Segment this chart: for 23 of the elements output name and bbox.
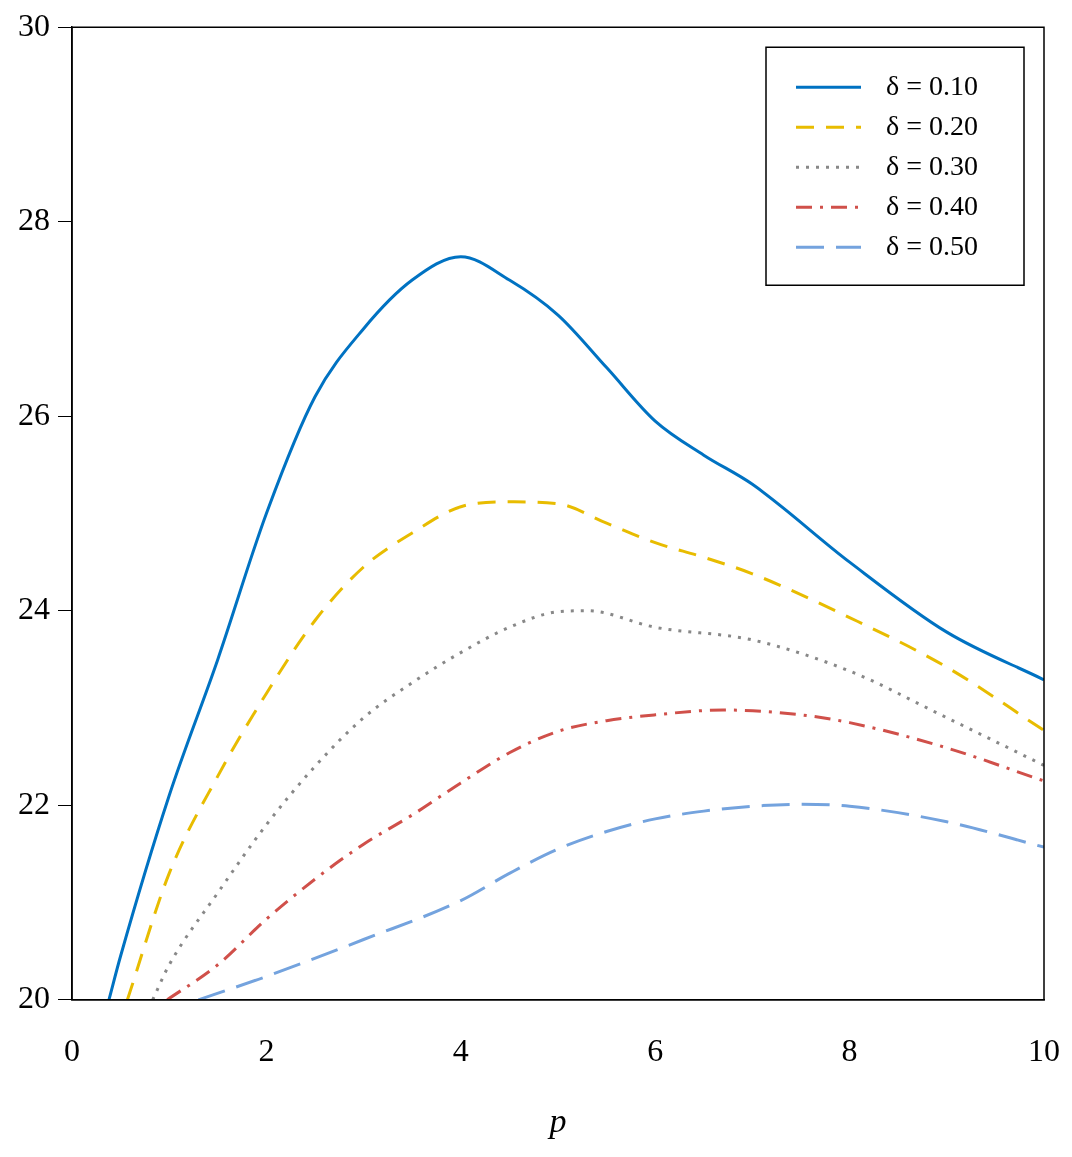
x-tick-label: 10	[1028, 1032, 1060, 1069]
y-tick-label: 24	[18, 590, 50, 627]
legend-label: δ = 0.20	[886, 109, 978, 141]
x-tick-label: 8	[841, 1032, 858, 1069]
x-tick-label: 4	[452, 1032, 469, 1069]
legend-label: δ = 0.50	[886, 229, 978, 261]
x-tick-label: 2	[258, 1032, 275, 1069]
legend-label: δ = 0.40	[886, 189, 978, 221]
y-tick-label: 26	[18, 395, 50, 432]
y-tick-label: 28	[18, 201, 50, 238]
x-axis-title: p	[547, 1101, 567, 1139]
line-series	[196, 802, 1044, 1000]
line-series	[151, 609, 1044, 1000]
x-tick-label: 0	[64, 1032, 80, 1069]
y-tick-label: 20	[18, 979, 50, 1016]
line-series	[107, 255, 1044, 1000]
line-series	[125, 500, 1044, 1000]
legend-label: δ = 0.30	[886, 149, 978, 181]
line-series	[165, 708, 1044, 1000]
x-tick-label: 6	[647, 1032, 664, 1069]
y-tick-label: 30	[18, 6, 50, 43]
y-tick-label: 22	[18, 784, 50, 821]
legend-label: δ = 0.10	[886, 69, 978, 101]
